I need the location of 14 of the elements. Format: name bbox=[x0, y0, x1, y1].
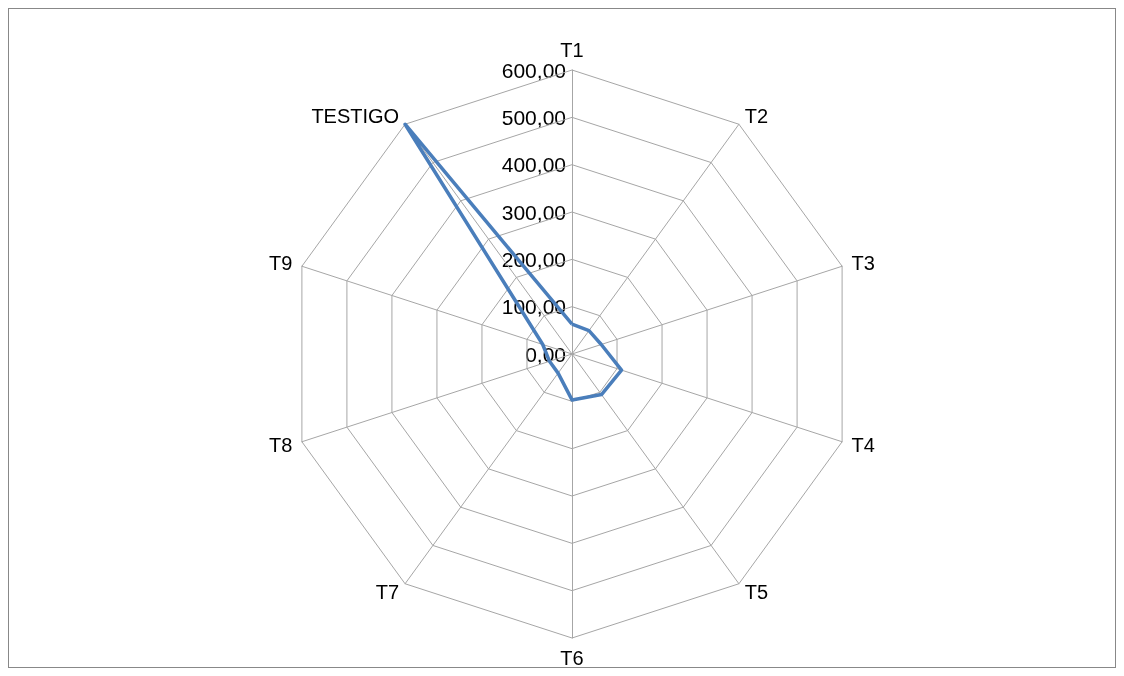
y-tick-label: 500,00 bbox=[501, 105, 566, 129]
spoke-label: T9 bbox=[269, 252, 293, 275]
y-tick-label: 300,00 bbox=[501, 200, 566, 224]
spoke-label: T6 bbox=[560, 647, 584, 669]
spoke-label: T3 bbox=[851, 252, 875, 275]
spoke-label: T4 bbox=[851, 433, 875, 456]
y-tick-label: 400,00 bbox=[501, 153, 566, 177]
spoke-label: TESTIGO bbox=[311, 105, 400, 128]
spoke-label: T7 bbox=[375, 580, 400, 603]
spoke-label: T5 bbox=[744, 580, 769, 603]
spoke-label: T1 bbox=[560, 39, 584, 61]
spoke-label: T2 bbox=[744, 105, 769, 128]
spoke-label: T8 bbox=[269, 433, 293, 456]
y-tick-label: 600,00 bbox=[501, 58, 566, 82]
